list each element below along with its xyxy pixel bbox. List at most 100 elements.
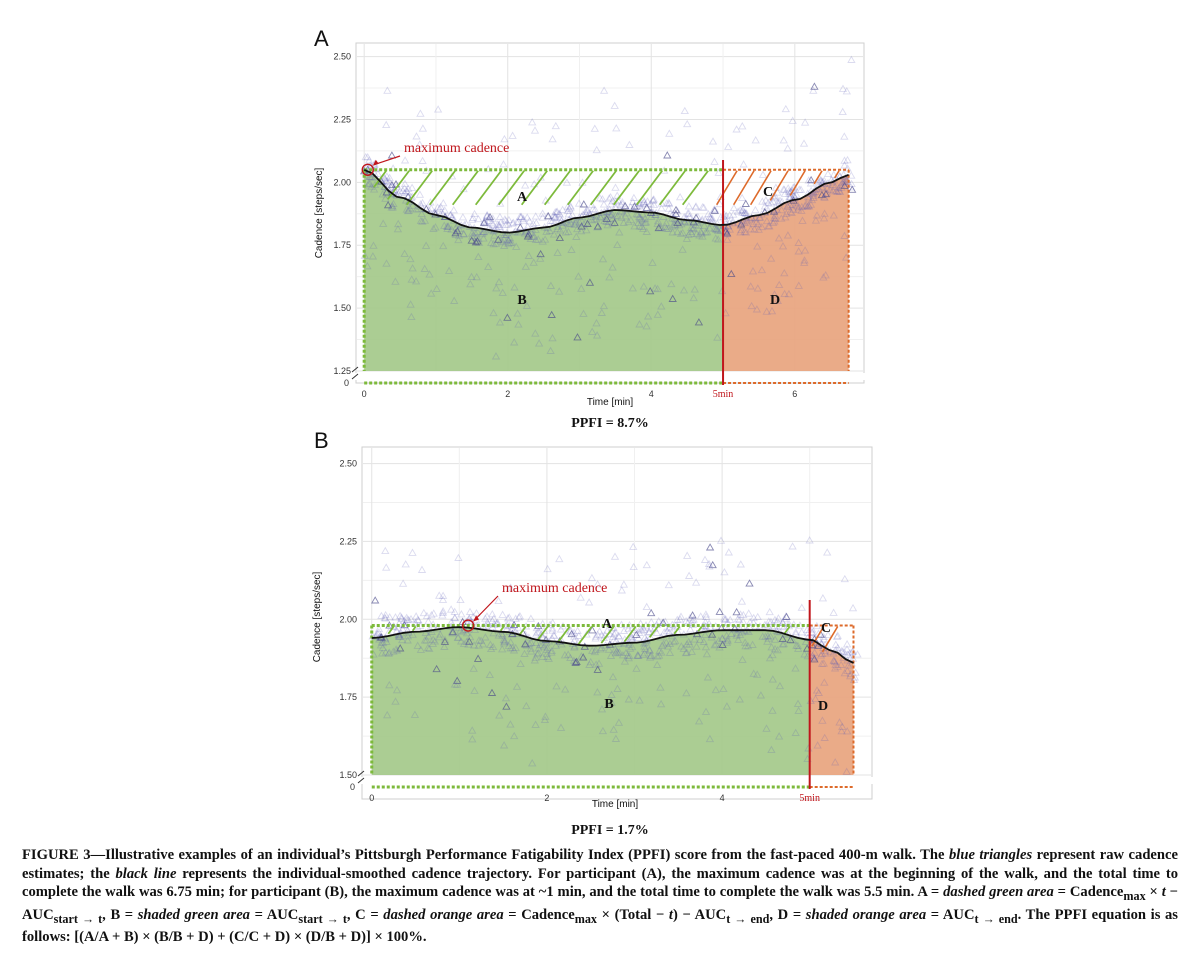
raw-cadence-triangle bbox=[611, 628, 620, 636]
raw-cadence-triangle bbox=[476, 636, 486, 644]
raw-cadence-triangle bbox=[563, 202, 572, 210]
raw-cadence-triangle bbox=[592, 145, 601, 154]
raw-cadence-triangle bbox=[402, 186, 411, 194]
raw-cadence-triangle bbox=[532, 623, 541, 632]
raw-cadence-triangle bbox=[805, 202, 814, 210]
raw-cadence-triangle bbox=[730, 625, 739, 633]
raw-cadence-triangle bbox=[723, 221, 733, 230]
raw-cadence-triangle bbox=[780, 185, 789, 193]
raw-cadence-triangle bbox=[562, 178, 572, 186]
raw-cadence-triangle bbox=[698, 232, 707, 240]
raw-cadence-triangle bbox=[501, 220, 511, 228]
x-split-label-5min: 5min bbox=[713, 389, 734, 400]
raw-cadence-triangle bbox=[623, 205, 632, 213]
caption-subscript: max bbox=[1123, 889, 1146, 904]
axis-break-mark bbox=[351, 366, 359, 380]
y-tick-label-zero: 0 bbox=[344, 378, 349, 388]
raw-cadence-triangle bbox=[592, 318, 601, 327]
raw-cadence-triangle bbox=[638, 210, 647, 218]
raw-cadence-triangle bbox=[840, 161, 849, 169]
raw-cadence-triangle bbox=[590, 205, 600, 213]
raw-cadence-triangle bbox=[831, 758, 840, 766]
raw-cadence-triangle bbox=[421, 628, 430, 636]
raw-cadence-triangle bbox=[823, 169, 833, 178]
raw-cadence-triangle bbox=[494, 631, 503, 639]
raw-cadence-triangle bbox=[509, 646, 519, 654]
raw-cadence-triangle bbox=[401, 560, 410, 568]
raw-cadence-triangle bbox=[470, 209, 479, 218]
raw-cadence-triangle bbox=[680, 217, 689, 226]
raw-cadence-triangle bbox=[587, 573, 597, 582]
raw-cadence-triangle bbox=[365, 172, 374, 180]
raw-cadence-triangle bbox=[646, 651, 655, 660]
raw-cadence-triangle bbox=[682, 640, 691, 648]
raw-cadence-triangle bbox=[620, 201, 630, 210]
raw-cadence-triangle bbox=[635, 201, 644, 210]
raw-cadence-triangle bbox=[412, 132, 421, 140]
raw-cadence-triangle bbox=[492, 283, 501, 292]
raw-cadence-triangle bbox=[515, 611, 525, 620]
raw-cadence-triangle bbox=[404, 206, 414, 214]
raw-cadence-triangle bbox=[588, 625, 597, 634]
raw-cadence-triangle bbox=[551, 121, 560, 130]
raw-cadence-triangle bbox=[468, 213, 478, 221]
raw-cadence-triangle bbox=[500, 134, 509, 143]
ticks-a: 2.50 2.25 2.00 1.75 1.50 1.25 0 0 2 4 6 5min bbox=[333, 52, 797, 400]
raw-cadence-triangle bbox=[385, 648, 394, 656]
raw-cadence-triangle bbox=[418, 198, 427, 207]
raw-cadence-triangle bbox=[707, 630, 717, 638]
hatch-line-green bbox=[673, 625, 681, 635]
raw-cadence-triangle bbox=[710, 157, 719, 165]
raw-cadence-triangle bbox=[484, 262, 493, 270]
raw-cadence-triangle bbox=[789, 205, 798, 213]
raw-cadence-triangle bbox=[420, 216, 430, 224]
raw-cadence-triangle bbox=[381, 194, 390, 202]
raw-cadence-triangle bbox=[813, 741, 822, 749]
raw-cadence-triangle bbox=[415, 140, 424, 148]
raw-cadence-triangle bbox=[380, 174, 389, 183]
raw-cadence-triangle bbox=[662, 199, 672, 207]
raw-cadence-triangle bbox=[677, 642, 686, 650]
raw-cadence-triangle bbox=[713, 226, 723, 235]
raw-cadence-triangle bbox=[792, 190, 801, 198]
raw-cadence-triangle bbox=[467, 236, 476, 244]
raw-cadence-triangle bbox=[683, 209, 692, 217]
raw-cadence-triangle bbox=[780, 189, 790, 197]
raw-cadence-triangle bbox=[722, 638, 732, 646]
raw-cadence-triangle bbox=[456, 626, 465, 634]
raw-cadence-triangle bbox=[840, 574, 849, 583]
raw-cadence-triangle bbox=[499, 639, 509, 647]
raw-cadence-triangle bbox=[647, 212, 656, 220]
raw-cadence-triangle bbox=[653, 219, 662, 227]
raw-cadence-triangle bbox=[704, 559, 714, 568]
raw-cadence-triangle bbox=[544, 654, 553, 662]
raw-cadence-triangle bbox=[694, 717, 704, 725]
raw-cadence-triangle bbox=[778, 241, 788, 250]
raw-cadence-triangle bbox=[738, 121, 747, 130]
raw-cadence-triangle bbox=[378, 189, 387, 198]
raw-cadence-triangle bbox=[738, 208, 747, 216]
raw-cadence-triangle bbox=[534, 339, 544, 347]
raw-cadence-triangle bbox=[516, 223, 525, 231]
raw-cadence-triangle bbox=[848, 185, 857, 193]
raw-cadence-triangle bbox=[538, 237, 547, 245]
y-tick-label: 2.00 bbox=[339, 614, 357, 624]
raw-cadence-triangle bbox=[630, 222, 639, 230]
max-cadence-annotation: maximum cadence bbox=[404, 141, 509, 156]
raw-cadence-triangle bbox=[718, 640, 727, 648]
raw-cadence-triangle bbox=[489, 239, 498, 248]
raw-cadence-triangle bbox=[843, 666, 852, 674]
raw-cadence-triangle bbox=[506, 720, 515, 728]
raw-cadence-triangle bbox=[558, 205, 567, 213]
raw-cadence-triangle bbox=[840, 181, 849, 190]
raw-cadence-triangle bbox=[689, 615, 698, 623]
raw-cadence-triangle bbox=[579, 653, 588, 661]
raw-cadence-triangle bbox=[540, 715, 550, 724]
raw-cadence-triangle bbox=[713, 333, 722, 341]
raw-cadence-triangle bbox=[682, 214, 691, 222]
raw-cadence-triangle bbox=[783, 202, 792, 210]
raw-cadence-triangle bbox=[628, 284, 637, 292]
hatch-line-green bbox=[451, 170, 479, 206]
raw-cadence-triangle bbox=[767, 745, 776, 754]
raw-cadence-triangle bbox=[787, 208, 796, 216]
